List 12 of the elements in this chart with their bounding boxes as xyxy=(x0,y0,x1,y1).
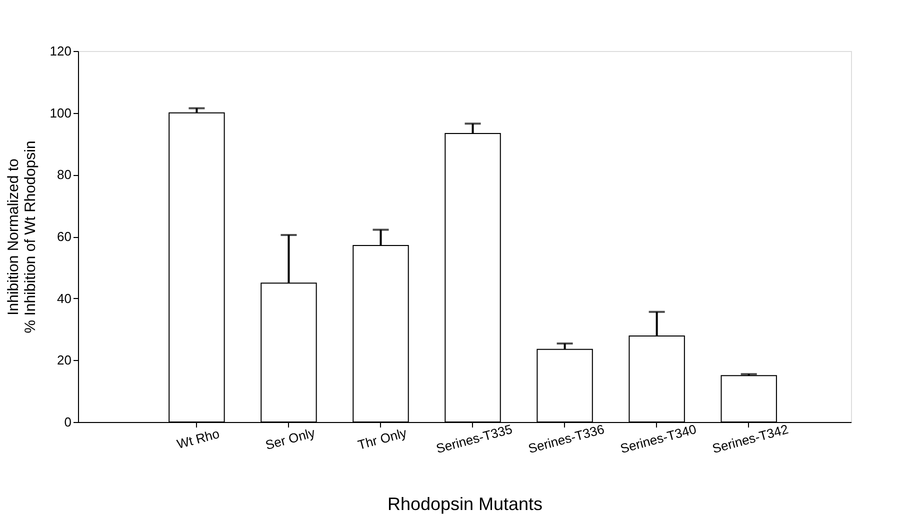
x-tick-label: Thr Only xyxy=(356,424,409,453)
y-tick-label: 40 xyxy=(57,290,72,306)
y-tick-label: 20 xyxy=(57,352,72,368)
y-tick-label: 80 xyxy=(57,167,72,182)
y-tick-label: 60 xyxy=(57,229,72,244)
y-tick-label: 100 xyxy=(50,105,72,120)
y-tick-label: 120 xyxy=(50,44,72,58)
x-tick-label: Ser Only xyxy=(264,424,318,453)
x-axis-title: Rhodopsin Mutants xyxy=(387,494,543,514)
y-axis-title: Inhibition Normalized to % Inhibition of Wt Rhodopsin xyxy=(4,140,39,334)
x-tick-label: Wt Rho xyxy=(175,426,222,452)
y-tick-label: 0 xyxy=(64,414,72,430)
